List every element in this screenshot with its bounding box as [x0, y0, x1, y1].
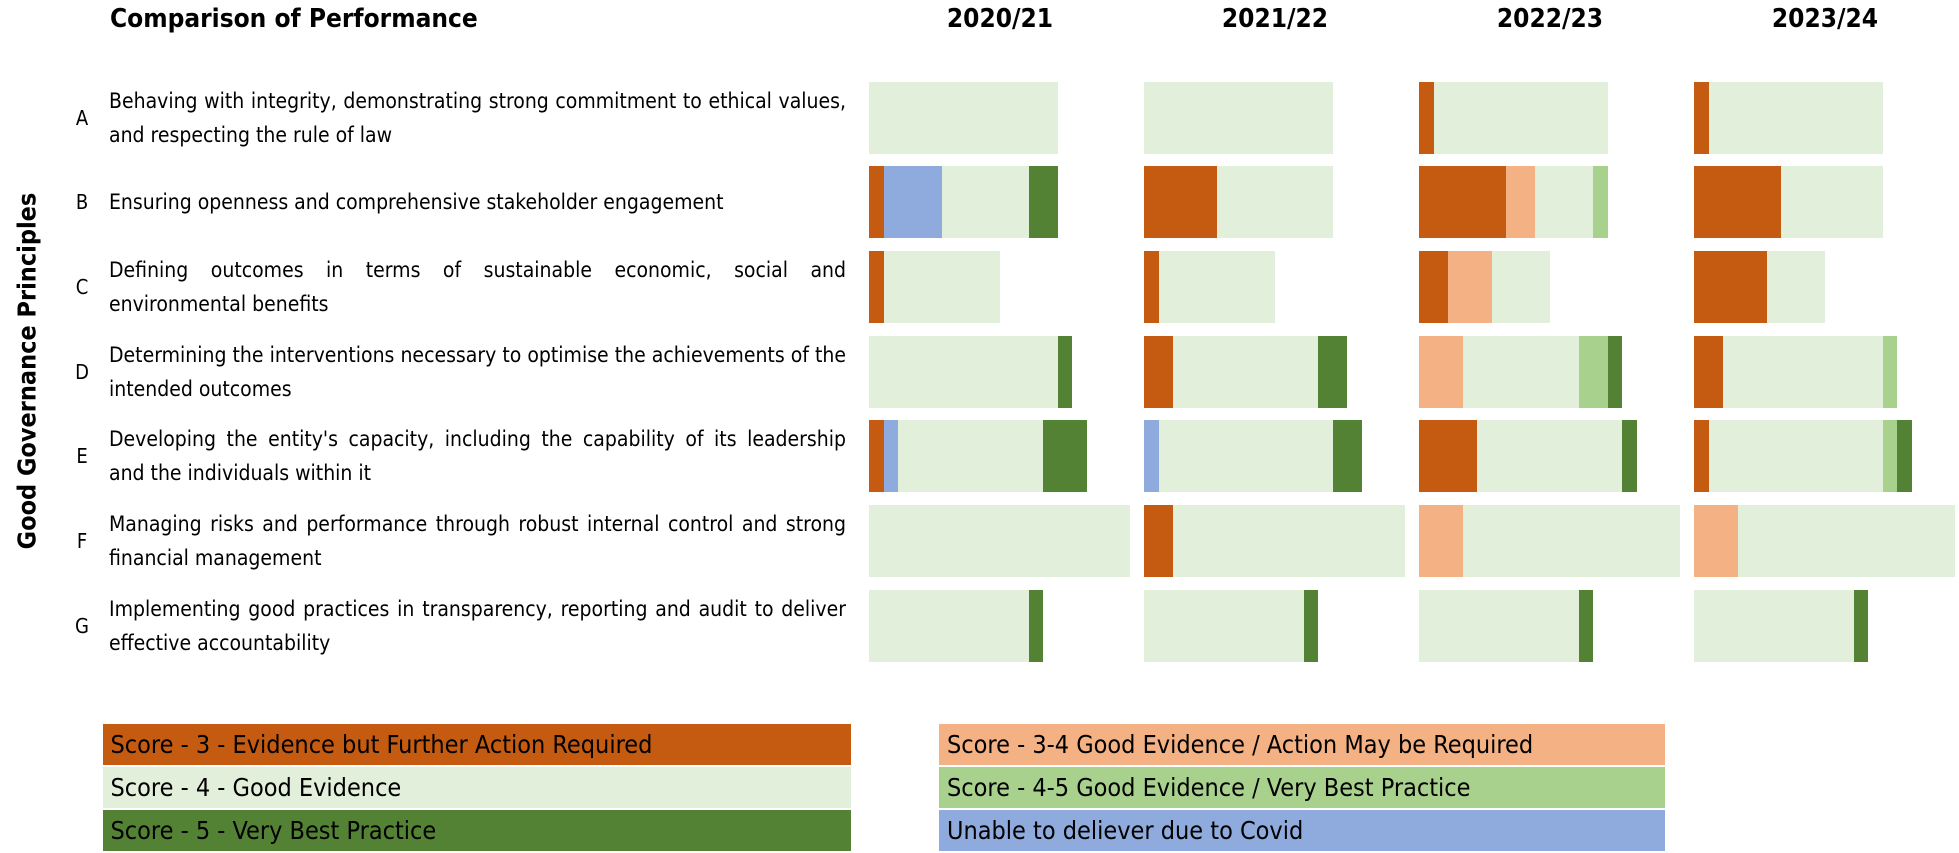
y-axis-label: Good Governance Principles: [12, 192, 42, 550]
bar-segment: [1028, 166, 1058, 239]
bar-segment: [869, 589, 1029, 662]
bar-segment: [1694, 505, 1738, 577]
bar-segment: [1694, 420, 1709, 493]
row-letter: C: [75, 274, 89, 299]
bar-segment: [1535, 166, 1593, 239]
panel-title: 2022/23: [1496, 4, 1604, 34]
bar-segment: [1781, 166, 1883, 239]
row-letter: A: [75, 105, 89, 130]
bar-segment: [1448, 250, 1492, 323]
bar-segment: [1144, 505, 1173, 577]
row-letter: B: [75, 190, 89, 215]
legend-entry: Score - 3-4 Good Evidence / Action May b…: [939, 724, 1665, 765]
bar-segment: [1882, 420, 1897, 493]
bar-segment: [1462, 335, 1579, 408]
bar-segment: [1723, 335, 1883, 408]
row-description: Ensuring openness and comprehensive stak…: [109, 190, 724, 215]
bar-segment: [1043, 420, 1087, 493]
bar-segment: [1694, 81, 1709, 154]
bar-segment: [869, 250, 884, 323]
bar-segment: [1708, 420, 1883, 493]
bar-segment: [1506, 166, 1535, 239]
row-description: Determining the interventions necessary …: [109, 342, 846, 401]
bar-segment: [1144, 250, 1159, 323]
bar-segment: [869, 166, 884, 239]
bar-segment: [1158, 250, 1275, 323]
bar-segment: [1694, 166, 1781, 239]
bar-segment: [1622, 420, 1637, 493]
bar-segment: [1144, 81, 1333, 154]
bar-segment: [1853, 589, 1868, 662]
legend-entry: Score - 5 - Very Best Practice: [102, 810, 851, 851]
bar-segment: [1694, 250, 1767, 323]
legend-entry: Score - 4 - Good Evidence: [102, 767, 851, 808]
bar-segment: [1332, 420, 1362, 493]
chart-title: Comparison of Performance: [110, 4, 478, 34]
row-description: Behaving with integrity, demonstrating s…: [109, 88, 846, 147]
bar-segment: [1477, 420, 1622, 493]
bar-segment: [869, 81, 1058, 154]
bar-segment: [1694, 335, 1723, 408]
panel-title: 2021/22: [1221, 4, 1329, 34]
bar-segment: [1419, 166, 1506, 239]
bar-segment: [1766, 250, 1825, 323]
bar-segment: [869, 335, 1058, 408]
row-letter: D: [75, 359, 89, 384]
bar-segment: [1882, 335, 1897, 408]
bar-segment: [1144, 335, 1173, 408]
panel-title: 2020/21: [946, 4, 1054, 34]
row-letter: F: [76, 529, 88, 553]
bar-segment: [1897, 420, 1912, 493]
bar-segment: [1419, 420, 1477, 493]
bar-segment: [1144, 166, 1217, 239]
bar-segment: [1318, 335, 1347, 408]
bar-segment: [883, 166, 942, 239]
bar-segment: [898, 420, 1043, 493]
bar-segment: [941, 166, 1029, 239]
bar-segment: [1303, 589, 1318, 662]
bar-segment: [1057, 335, 1072, 408]
bar-segment: [1419, 81, 1434, 154]
row-description: Managing risks and performance through r…: [109, 512, 846, 570]
bar-segment: [1419, 505, 1463, 577]
panel-title: 2023/24: [1771, 4, 1879, 34]
row-letter: G: [75, 613, 89, 638]
legend-entry: Score - 3 - Evidence but Further Action …: [102, 724, 851, 765]
bar-segment: [1419, 250, 1448, 323]
bar-segment: [1578, 589, 1593, 662]
bar-segment: [1578, 335, 1608, 408]
bar-segment: [1491, 250, 1550, 323]
legend-entry: Unable to deliever due to Covid: [939, 810, 1665, 851]
row-description: Developing the entity's capacity, includ…: [109, 427, 846, 486]
bar-segment: [1593, 166, 1608, 239]
row-letter: E: [76, 444, 88, 469]
bar-segment: [1737, 505, 1955, 577]
bar-segment: [1144, 420, 1159, 493]
bar-segment: [1694, 589, 1854, 662]
bar-segment: [883, 250, 1000, 323]
bar-segment: [1216, 166, 1333, 239]
bar-segment: [1433, 81, 1608, 154]
bar-segment: [869, 420, 884, 493]
bar-segment: [1028, 589, 1043, 662]
row-description: Implementing good practices in transpare…: [109, 596, 846, 655]
row-description: Defining outcomes in terms of sustainabl…: [109, 257, 846, 316]
bar-segment: [883, 420, 898, 493]
bar-segment: [1158, 420, 1333, 493]
bar-segment: [1173, 335, 1318, 408]
bar-segment: [1419, 589, 1579, 662]
bar-segment: [1462, 505, 1680, 577]
bar-segment: [1708, 81, 1883, 154]
bar-segment: [869, 505, 1130, 577]
bar-segment: [1419, 335, 1463, 408]
bar-segment: [1173, 505, 1405, 577]
bar-segment: [1607, 335, 1622, 408]
bar-segment: [1144, 589, 1304, 662]
legend-entry: Score - 4-5 Good Evidence / Very Best Pr…: [939, 767, 1665, 808]
